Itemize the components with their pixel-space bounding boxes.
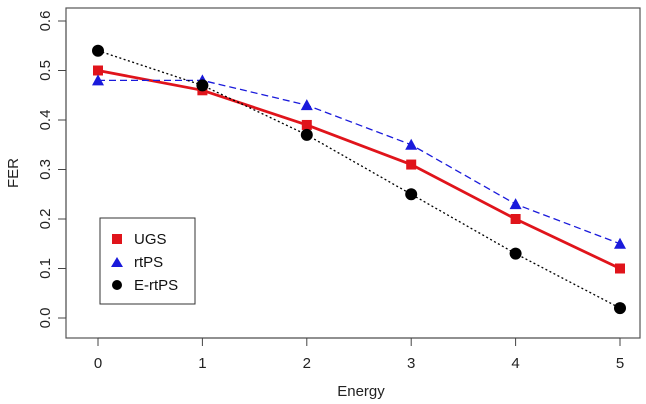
y-axis-title: FER (5, 158, 22, 188)
x-tick-label: 0 (94, 355, 102, 372)
data-point-ugs (93, 65, 103, 76)
data-point-rtps (614, 237, 626, 249)
y-tick-label: 0.0 (37, 308, 54, 329)
x-axis-title: Energy (337, 383, 385, 400)
data-point-ertps (614, 302, 626, 315)
data-point-ugs (301, 119, 312, 130)
series-line-ugs (97, 69, 621, 270)
legend: UGS rtPS E-rtPS (99, 217, 196, 305)
y-axis: 0.0 0.1 0.2 0.3 0.4 0.5 0.6 (37, 11, 67, 329)
data-point-ertps (300, 128, 313, 141)
legend-marker-rtps (111, 257, 123, 267)
legend-label-ugs: UGS (134, 231, 167, 248)
y-tick-label: 0.3 (37, 159, 54, 180)
legend-label-rtps: rtPS (134, 254, 163, 271)
legend-label-ertps: E-rtPS (134, 277, 178, 294)
data-point-ertps (509, 247, 522, 260)
y-tick-label: 0.1 (37, 258, 54, 279)
y-tick-label: 0.4 (37, 110, 54, 131)
data-point-ertps (405, 188, 418, 201)
data-point-ertps (196, 79, 209, 92)
legend-marker-ertps (112, 280, 122, 290)
x-tick-label: 1 (198, 355, 206, 372)
data-point-ugs (406, 159, 417, 170)
data-point-rtps (509, 198, 522, 210)
series-layer (92, 44, 626, 315)
x-tick-label: 3 (407, 355, 415, 372)
y-tick-label: 0.5 (37, 60, 54, 81)
series-ertps (92, 44, 626, 315)
series-line-ertps (97, 50, 621, 309)
x-axis: 0 1 2 3 4 5 (94, 337, 624, 372)
series-line-rtps (98, 79, 621, 245)
x-tick-label: 4 (511, 355, 519, 372)
data-point-ugs (510, 214, 521, 224)
x-tick-label: 5 (616, 355, 624, 372)
data-point-ugs (615, 263, 625, 274)
data-point-ertps (92, 44, 104, 57)
y-tick-label: 0.6 (37, 11, 54, 32)
data-point-rtps (300, 99, 313, 111)
legend-marker-ugs (112, 234, 122, 244)
x-tick-label: 2 (303, 355, 311, 372)
data-point-rtps (92, 74, 104, 86)
data-point-rtps (405, 138, 418, 150)
y-tick-label: 0.2 (37, 209, 54, 230)
